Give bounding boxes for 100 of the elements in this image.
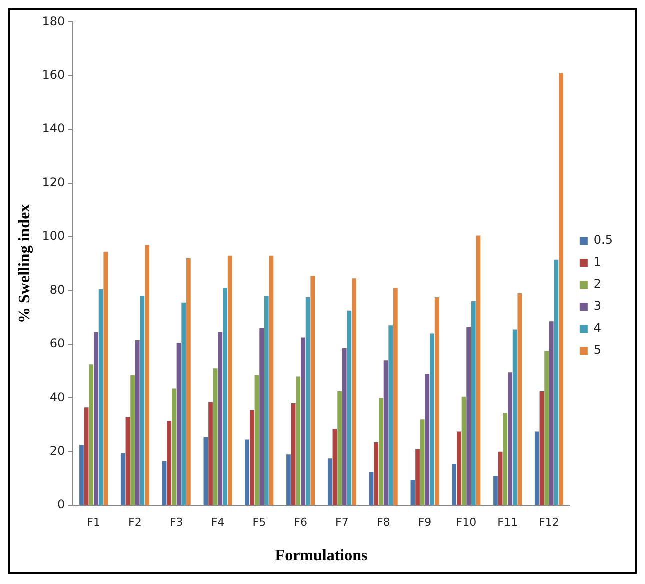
bar (80, 445, 84, 506)
bar (167, 421, 172, 506)
x-tick-label: F11 (498, 516, 518, 530)
bar (135, 340, 140, 506)
bar (126, 416, 130, 506)
bar (503, 412, 508, 506)
bar (512, 330, 518, 506)
bar (145, 245, 150, 506)
bar (296, 376, 301, 506)
bar (84, 408, 89, 506)
bar (140, 296, 145, 506)
bar (508, 372, 512, 506)
x-tick-label: F7 (336, 516, 349, 530)
bar (342, 348, 347, 506)
bar (466, 327, 471, 506)
bar (162, 461, 167, 506)
bar (204, 437, 208, 506)
bar (286, 454, 291, 506)
bar (410, 480, 416, 506)
bar (94, 332, 98, 506)
bar (498, 452, 503, 506)
legend-label: 4 (594, 321, 602, 336)
legend-label: 2 (594, 277, 602, 292)
bar (254, 375, 260, 506)
bar (554, 260, 559, 506)
bar (301, 338, 306, 506)
bar (291, 404, 296, 506)
x-tick-label: F9 (418, 516, 432, 530)
y-tick-label: 180 (42, 14, 66, 28)
x-tick-label: F1 (87, 516, 100, 530)
x-tick-label: F5 (252, 516, 266, 530)
y-tick-label: 100 (42, 229, 66, 244)
bar (434, 297, 440, 506)
bar (306, 297, 310, 506)
y-tick-label: 20 (50, 444, 66, 458)
legend-label: 3 (594, 299, 602, 314)
bar (213, 368, 218, 506)
bar (89, 364, 94, 506)
bar (420, 420, 425, 506)
bar (176, 343, 182, 506)
bar (544, 351, 549, 506)
bar (416, 449, 420, 506)
bar (534, 432, 540, 506)
bar (369, 472, 374, 506)
bar (394, 288, 398, 506)
bar (476, 236, 481, 506)
bar (384, 360, 388, 506)
bar (452, 464, 457, 506)
x-axis-title: Formulations (275, 548, 368, 565)
bar (352, 278, 356, 506)
y-tick-label: 60 (50, 336, 66, 351)
bar (264, 296, 269, 506)
bar (540, 391, 544, 506)
legend-label: 0.5 (594, 233, 614, 248)
bar (462, 396, 466, 506)
legend-label: 1 (594, 255, 602, 270)
bar (104, 252, 108, 506)
y-tick-label: 80 (50, 282, 66, 297)
bar (430, 334, 434, 506)
y-tick-label: 0 (57, 498, 66, 512)
bar (379, 398, 384, 506)
x-tick-label: F12 (539, 516, 560, 530)
x-tick-label: F8 (376, 516, 390, 530)
bar (518, 293, 522, 506)
bar (269, 256, 274, 506)
bar (120, 453, 126, 506)
x-tick-label: F4 (211, 516, 225, 530)
x-tick-label: F2 (128, 516, 142, 530)
y-tick-label: 160 (42, 68, 66, 82)
bar (388, 326, 394, 506)
bar (182, 302, 186, 506)
bar (332, 429, 338, 506)
y-axis-title: % Swelling index (16, 204, 34, 324)
bar (172, 388, 176, 506)
bar (208, 402, 213, 506)
bar (338, 391, 342, 506)
legend-label: 5 (594, 343, 602, 358)
bar (186, 258, 191, 506)
bar (260, 328, 264, 506)
y-tick-label: 120 (42, 175, 66, 190)
bar (223, 288, 228, 506)
bar (245, 440, 250, 506)
bar (218, 332, 223, 506)
bar (456, 432, 462, 506)
x-tick-label: F3 (170, 516, 184, 530)
x-tick-label: F6 (294, 516, 308, 530)
x-tick-label: F10 (456, 516, 477, 530)
bar (549, 322, 554, 506)
bar (374, 442, 379, 506)
bar (328, 458, 332, 506)
bar (347, 310, 352, 506)
y-tick-label: 140 (42, 122, 66, 136)
bar (559, 73, 564, 506)
bar (98, 289, 104, 506)
bar (310, 276, 316, 506)
bar (471, 302, 476, 506)
bar (494, 476, 498, 506)
bar (228, 256, 232, 506)
y-tick-label: 40 (50, 390, 66, 404)
bar (250, 410, 254, 506)
